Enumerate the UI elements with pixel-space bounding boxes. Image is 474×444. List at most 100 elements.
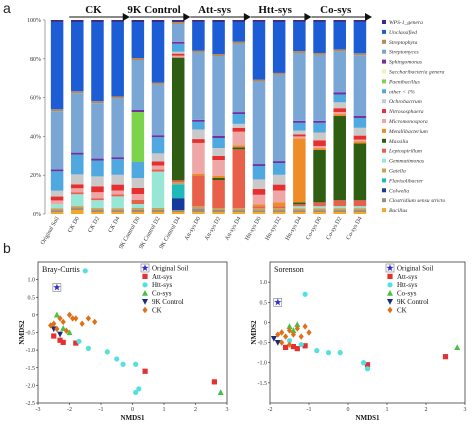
category-label: Co-sys D4 bbox=[346, 216, 364, 241]
category-label: Co-sys D0 bbox=[305, 216, 323, 241]
point-circle bbox=[104, 349, 110, 355]
x-tick-label: 2 bbox=[194, 407, 197, 413]
bar-segment-micromonospora bbox=[313, 146, 326, 149]
bar-segment-sphingomonas bbox=[151, 135, 165, 138]
category-label: CK D2 bbox=[87, 216, 101, 234]
bar-segment-nitrososphaera bbox=[353, 135, 367, 140]
legend-label: Co-sys bbox=[397, 290, 417, 298]
bar-segment-clostridium-sensu-stricto bbox=[192, 208, 205, 213]
group-arrow-head bbox=[243, 13, 251, 21]
bar-segment-other-1 bbox=[313, 122, 326, 133]
bar-segment-other-1 bbox=[71, 154, 84, 175]
bar-segment-clostridium-sensu-stricto bbox=[71, 208, 84, 211]
bar-segment-ochrobactrum bbox=[71, 174, 84, 185]
bar-segment-other-1 bbox=[252, 165, 266, 180]
bar-segment-wps-1-genera bbox=[111, 20, 124, 22]
bar-segment-ochrobactrum bbox=[333, 102, 346, 109]
bar-segment-streptophyta bbox=[313, 52, 326, 55]
y-tick-label: 1.0 bbox=[260, 280, 268, 286]
point-triangle bbox=[290, 327, 297, 334]
bar-segment-micromonospora bbox=[252, 194, 266, 205]
bar-segment-micromonospora bbox=[293, 136, 306, 139]
point-square bbox=[387, 273, 393, 279]
point-diamond bbox=[79, 320, 85, 327]
bar-segment-metallibacterium bbox=[212, 176, 225, 178]
bar-segment-streptophyta bbox=[212, 54, 225, 56]
x-tick-label: -2 bbox=[268, 407, 273, 413]
stacked-bar-chart: 0% 20% 40% 60% 80% 100% Original Soil CK D0 CK D… bbox=[27, 4, 445, 250]
bar-segment-sphingomonas bbox=[293, 120, 306, 123]
category-label: Htt-sys D0 bbox=[244, 216, 262, 242]
bar-segment-bacillus bbox=[50, 212, 64, 214]
bar-segment-streptomyces bbox=[171, 23, 185, 42]
x-tick-label: 3 bbox=[464, 407, 467, 413]
bar-segment-gaiella bbox=[232, 208, 246, 211]
x-tick-label: -1 bbox=[307, 407, 312, 413]
bar-segment-gemmatimonas bbox=[71, 194, 84, 207]
point-triangle bbox=[387, 290, 393, 296]
point-square bbox=[364, 362, 371, 368]
bar-segment-nitrososphaera bbox=[293, 134, 306, 137]
bar-segment-gaiella bbox=[151, 207, 165, 210]
x-tick-label: 2 bbox=[425, 407, 428, 413]
category-label: Co-sys D2 bbox=[325, 216, 343, 241]
bar-segment-streptophyta bbox=[71, 91, 84, 94]
bar-segment-streptophyta bbox=[353, 53, 367, 56]
bar-segment-nitrososphaera bbox=[91, 186, 104, 193]
bar-segment-streptophyta bbox=[91, 101, 104, 104]
point-circle bbox=[114, 356, 120, 362]
bar-segment-streptophyta bbox=[151, 82, 165, 85]
y-tick-label: 0 bbox=[32, 313, 35, 319]
legend-swatch bbox=[382, 49, 386, 54]
group-arrow-head bbox=[365, 13, 372, 21]
point-diamond bbox=[60, 318, 66, 326]
bar-segment-other-1 bbox=[111, 159, 124, 175]
point-star bbox=[385, 263, 395, 272]
bar-segment-other-1 bbox=[192, 121, 205, 130]
bar-segment-nitrososphaera bbox=[151, 161, 165, 166]
bar-segment-micromonospora bbox=[212, 160, 225, 176]
bar-segment-micromonospora bbox=[353, 139, 367, 142]
bar-segment-leptospirillum bbox=[313, 202, 326, 207]
bar-segment-leptospirillum bbox=[131, 200, 145, 204]
bar-segment-nitrososphaera bbox=[313, 140, 326, 147]
legend-label: 9K Control bbox=[152, 298, 184, 306]
bar-segment-leptospirillum bbox=[353, 200, 367, 207]
bar-segment-streptophyta bbox=[111, 96, 124, 99]
bar-segment-clostridium-sensu-stricto bbox=[151, 209, 165, 212]
y-tick-label: -1.0 bbox=[258, 361, 268, 367]
y-tick-label: -1.5 bbox=[258, 381, 268, 387]
point-diamond bbox=[286, 327, 293, 334]
bar-segment-sphingomonas bbox=[333, 92, 346, 95]
bar-segment-clostridium-sensu-stricto bbox=[333, 210, 346, 213]
bar-segment-unclassified bbox=[232, 21, 246, 42]
bar-segment-streptophyta bbox=[252, 79, 266, 82]
bar-segment-sphingomonas bbox=[131, 110, 145, 112]
point-circle bbox=[364, 366, 371, 372]
y-tick-label: -2.5 bbox=[26, 401, 36, 407]
bar-segment-other-1 bbox=[151, 137, 165, 154]
point-circle bbox=[302, 291, 308, 297]
bar-segment-ochrobactrum bbox=[131, 178, 145, 188]
bar-segment-bacillus bbox=[353, 212, 367, 214]
bar-segment-micromonospora bbox=[71, 188, 84, 193]
legend-label: Unclassified bbox=[389, 29, 417, 36]
bar-segment-gaiella bbox=[333, 208, 346, 211]
point-triangle bbox=[66, 329, 73, 336]
point-diamond bbox=[48, 322, 54, 329]
bar-segment-leptospirillum bbox=[293, 204, 306, 207]
bar-segment-micromonospora bbox=[333, 112, 346, 115]
category-label: Att-sys D2 bbox=[204, 216, 222, 242]
panel-b-letter: b bbox=[3, 240, 11, 256]
legend-label: Original Soil bbox=[397, 264, 433, 272]
point-square bbox=[302, 343, 308, 349]
bar-segment-other-1 bbox=[91, 160, 104, 177]
bar-segment-streptomyces bbox=[151, 84, 165, 136]
bar-segment-ochrobactrum bbox=[171, 51, 185, 54]
bar-segment-streptomyces bbox=[232, 43, 246, 113]
bar-segment-wps-1-genera bbox=[293, 20, 306, 22]
point-star bbox=[52, 282, 62, 292]
bar-segment-bacillus bbox=[212, 212, 225, 214]
bar-segment-wps-1-genera bbox=[353, 20, 367, 22]
point-diamond bbox=[298, 333, 304, 340]
